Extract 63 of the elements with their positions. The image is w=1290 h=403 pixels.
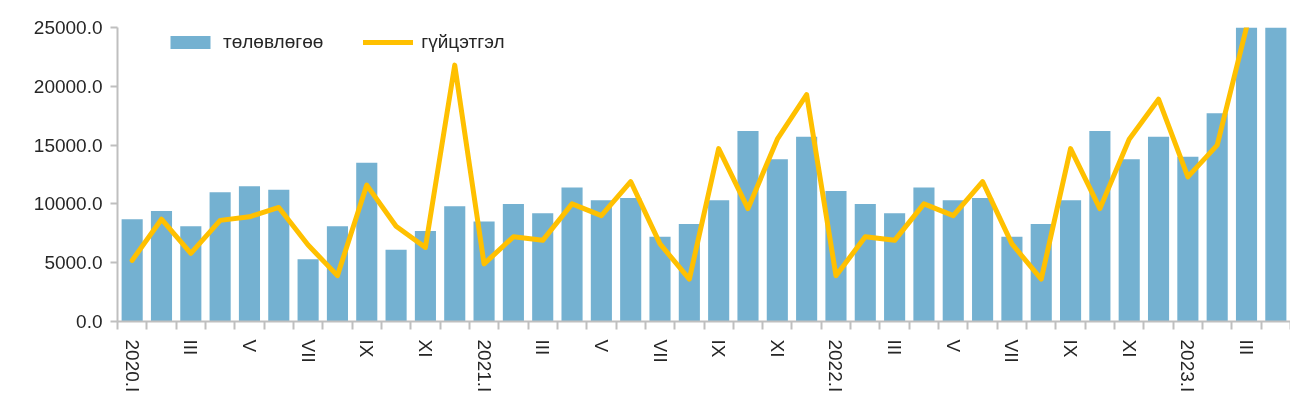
bar	[121, 219, 143, 322]
bar	[1118, 159, 1140, 322]
x-tick-label: III	[180, 339, 202, 356]
x-tick-label: IX	[708, 339, 730, 358]
x-tick-label: 2022.I	[825, 339, 847, 393]
x-tick-label: 2021.I	[473, 339, 495, 393]
bar	[942, 200, 964, 322]
bar	[297, 259, 319, 322]
bar	[444, 206, 466, 322]
bar	[238, 186, 261, 322]
bar	[356, 162, 378, 322]
bar	[708, 200, 730, 322]
bar	[590, 200, 612, 322]
x-tick-label: VII	[1001, 339, 1023, 363]
y-tick-label: 0.0	[76, 311, 103, 332]
x-tick-label: V	[238, 339, 260, 353]
bar	[649, 236, 671, 322]
legend-label: төлөвлөгөө	[223, 31, 324, 53]
bar	[1089, 130, 1111, 322]
y-tick-label: 5000.0	[44, 252, 103, 274]
x-tick-label: VII	[297, 339, 319, 363]
bar	[1265, 27, 1287, 322]
x-tick-label: IX	[1060, 339, 1082, 358]
x-tick-label: III	[532, 339, 554, 356]
bar	[884, 213, 906, 322]
x-tick-label: XI	[1118, 339, 1140, 358]
bar	[502, 203, 524, 322]
bar	[1147, 136, 1170, 322]
bar	[913, 187, 935, 322]
bar	[972, 198, 994, 322]
bar	[1177, 156, 1199, 322]
bar	[737, 130, 759, 322]
x-tick-label: III	[884, 339, 906, 356]
x-tick-label: XI	[414, 339, 436, 358]
bar	[180, 226, 202, 322]
bar	[268, 189, 290, 322]
y-tick-label: 25000.0	[33, 17, 103, 38]
x-tick-label: III	[1236, 339, 1258, 356]
bar	[532, 213, 554, 322]
bar	[1235, 27, 1258, 322]
bar	[150, 210, 173, 322]
bar	[385, 249, 407, 322]
x-tick-label: 2020.I	[121, 339, 143, 393]
bar	[620, 198, 642, 322]
bar	[209, 192, 231, 322]
y-tick-label: 15000.0	[33, 134, 103, 156]
y-tick-label: 20000.0	[33, 75, 103, 97]
x-tick-label: XI	[766, 339, 788, 358]
bar	[854, 203, 876, 322]
bar	[1001, 236, 1023, 322]
legend-label: гүйцэтгэл	[421, 31, 505, 53]
y-tick-label: 10000.0	[33, 193, 103, 215]
bar	[796, 136, 818, 322]
x-tick-label: 2023.I	[1177, 339, 1199, 393]
x-tick-label: IX	[356, 339, 378, 358]
bar	[766, 159, 788, 322]
bar	[1060, 200, 1082, 322]
x-tick-label: VII	[649, 339, 671, 363]
bar	[1206, 113, 1228, 322]
x-tick-label: V	[590, 339, 612, 353]
bar	[414, 230, 436, 322]
x-tick-label: V	[942, 339, 964, 353]
bar	[561, 187, 583, 322]
